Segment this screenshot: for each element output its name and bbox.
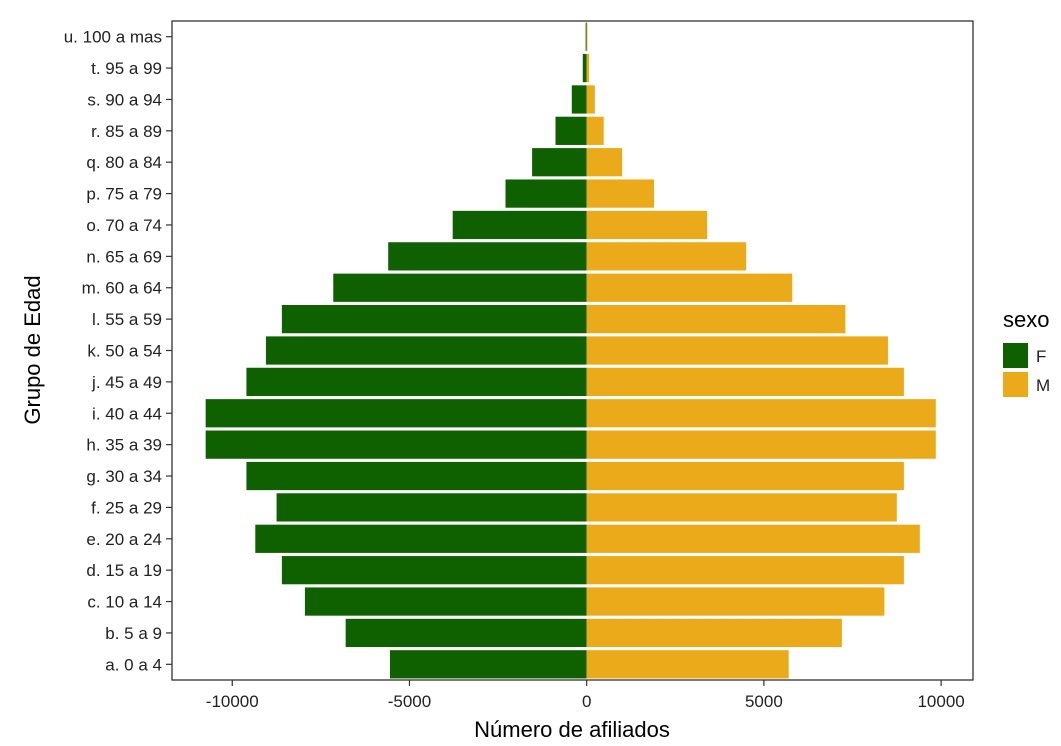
bar-f-19: [582, 53, 587, 83]
legend-label-f: F: [1036, 347, 1046, 366]
y-tick-label: d. 15 a 19: [86, 561, 162, 580]
bar-f-5: [276, 493, 587, 522]
x-axis-title: Número de afiliados: [474, 717, 670, 742]
y-tick-label: q. 80 a 84: [86, 153, 162, 172]
y-tick-label: i. 40 a 44: [92, 404, 162, 423]
y-tick-label: c. 10 a 14: [87, 593, 162, 612]
bar-m-17: [586, 116, 604, 145]
bar-m-6: [586, 461, 904, 491]
bar-m-4: [586, 524, 920, 553]
bar-f-9: [246, 367, 587, 396]
y-tick-label: e. 20 a 24: [86, 530, 162, 549]
x-tick-label: 10000: [917, 692, 964, 711]
bar-f-17: [555, 116, 587, 145]
bar-m-20: [586, 22, 588, 51]
x-tick-label: 0: [582, 692, 591, 711]
x-tick-label: 5000: [745, 692, 783, 711]
bar-f-11: [281, 305, 587, 334]
bar-f-20: [585, 22, 587, 51]
bar-f-3: [281, 556, 587, 585]
bars-group: [205, 22, 936, 679]
bar-f-16: [532, 148, 587, 177]
bar-m-9: [586, 367, 904, 396]
bar-m-0: [586, 650, 789, 679]
bar-m-14: [586, 210, 708, 240]
bar-m-7: [586, 430, 936, 459]
legend-key-f: [1003, 343, 1028, 368]
bar-f-13: [388, 242, 587, 271]
bar-f-0: [389, 650, 587, 679]
y-tick-label: a. 0 a 4: [105, 655, 162, 674]
bar-m-8: [586, 399, 936, 428]
bar-f-14: [452, 210, 587, 240]
bar-f-10: [265, 336, 587, 365]
y-tick-label: b. 5 a 9: [105, 624, 162, 643]
bar-m-3: [586, 556, 904, 585]
y-tick-label: k. 50 a 54: [87, 342, 162, 361]
legend-title: sexo: [1003, 307, 1049, 332]
bar-m-13: [586, 242, 747, 271]
y-tick-label: m. 60 a 64: [82, 279, 162, 298]
legend-key-m: [1003, 372, 1028, 397]
x-tick-label: -5000: [388, 692, 431, 711]
bar-f-1: [345, 618, 587, 648]
x-tick-label: -10000: [206, 692, 259, 711]
bar-f-18: [571, 85, 587, 114]
y-tick-label: n. 65 a 69: [86, 247, 162, 266]
bar-m-18: [586, 85, 595, 114]
bar-f-15: [505, 179, 587, 208]
y-tick-label: s. 90 a 94: [87, 90, 162, 109]
bar-f-12: [333, 273, 587, 302]
y-tick-label: h. 35 a 39: [86, 436, 162, 455]
legend-label-m: M: [1036, 376, 1050, 395]
bar-m-19: [586, 53, 590, 83]
bar-m-1: [586, 618, 842, 648]
y-axis-title: Grupo de Edad: [20, 275, 45, 424]
bar-f-2: [304, 587, 587, 616]
bar-f-8: [205, 399, 587, 428]
bar-m-5: [586, 493, 897, 522]
y-tick-label: p. 75 a 79: [86, 185, 162, 204]
bar-m-15: [586, 179, 655, 208]
y-tick-label: j. 45 a 49: [91, 373, 162, 392]
y-axis: a. 0 a 4 b. 5 a 9 c. 10 a 14 d. 15 a 19 e. 2…: [64, 28, 172, 674]
y-tick-label: f. 25 a 29: [91, 498, 162, 517]
bar-m-2: [586, 587, 885, 616]
bar-f-6: [246, 461, 587, 491]
y-tick-label: g. 30 a 34: [86, 467, 162, 486]
bar-m-12: [586, 273, 793, 302]
bar-m-10: [586, 336, 888, 365]
y-tick-label: t. 95 a 99: [91, 59, 162, 78]
y-tick-label: l. 55 a 59: [92, 310, 162, 329]
y-tick-label: o. 70 a 74: [86, 216, 162, 235]
y-tick-label: u. 100 a mas: [64, 28, 162, 47]
bar-f-4: [255, 524, 587, 553]
bar-f-7: [205, 430, 587, 459]
y-tick-label: r. 85 a 89: [91, 122, 162, 141]
legend: sexo F M: [1003, 307, 1050, 397]
x-axis: -10000 -5000 0 5000 10000: [206, 680, 965, 711]
bar-m-11: [586, 305, 846, 334]
bar-m-16: [586, 148, 623, 177]
